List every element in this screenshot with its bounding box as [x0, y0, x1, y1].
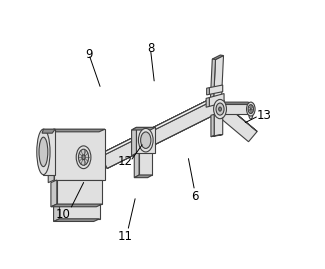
Polygon shape	[211, 134, 223, 137]
Polygon shape	[57, 180, 102, 204]
Polygon shape	[211, 114, 214, 137]
Polygon shape	[222, 102, 257, 132]
Polygon shape	[54, 204, 59, 221]
Polygon shape	[209, 94, 224, 107]
Polygon shape	[132, 127, 136, 156]
Ellipse shape	[37, 129, 50, 175]
Text: 6: 6	[191, 190, 198, 203]
Ellipse shape	[78, 149, 89, 165]
Ellipse shape	[216, 103, 224, 115]
Polygon shape	[209, 85, 223, 94]
Polygon shape	[51, 204, 102, 207]
Ellipse shape	[247, 102, 255, 116]
Polygon shape	[100, 94, 222, 157]
Polygon shape	[100, 94, 222, 157]
Polygon shape	[51, 180, 57, 207]
Polygon shape	[48, 129, 105, 132]
Polygon shape	[54, 129, 105, 180]
Text: 11: 11	[118, 230, 133, 243]
Polygon shape	[214, 113, 223, 136]
Text: 12: 12	[118, 155, 133, 168]
Ellipse shape	[82, 155, 85, 160]
Ellipse shape	[219, 107, 221, 111]
Polygon shape	[224, 104, 251, 114]
Text: 10: 10	[56, 208, 71, 221]
Polygon shape	[44, 129, 55, 175]
Polygon shape	[212, 55, 224, 59]
Polygon shape	[221, 102, 251, 104]
Polygon shape	[216, 104, 257, 142]
Polygon shape	[59, 204, 99, 219]
Polygon shape	[54, 219, 99, 221]
Polygon shape	[207, 88, 209, 95]
Polygon shape	[100, 94, 228, 168]
Ellipse shape	[249, 109, 253, 119]
Ellipse shape	[39, 137, 48, 167]
Text: 9: 9	[85, 48, 93, 61]
Polygon shape	[206, 98, 209, 107]
Polygon shape	[48, 129, 54, 183]
Polygon shape	[132, 127, 155, 130]
Polygon shape	[136, 127, 155, 153]
Polygon shape	[134, 175, 152, 178]
Polygon shape	[139, 151, 152, 175]
Ellipse shape	[248, 105, 254, 114]
Polygon shape	[42, 129, 55, 133]
Polygon shape	[134, 151, 139, 178]
Ellipse shape	[141, 132, 151, 148]
Polygon shape	[213, 56, 224, 105]
Text: 8: 8	[147, 42, 154, 55]
Polygon shape	[210, 59, 215, 105]
Ellipse shape	[76, 146, 91, 169]
Ellipse shape	[138, 128, 153, 152]
Text: 13: 13	[257, 109, 272, 122]
Polygon shape	[100, 94, 228, 168]
Ellipse shape	[214, 100, 227, 119]
